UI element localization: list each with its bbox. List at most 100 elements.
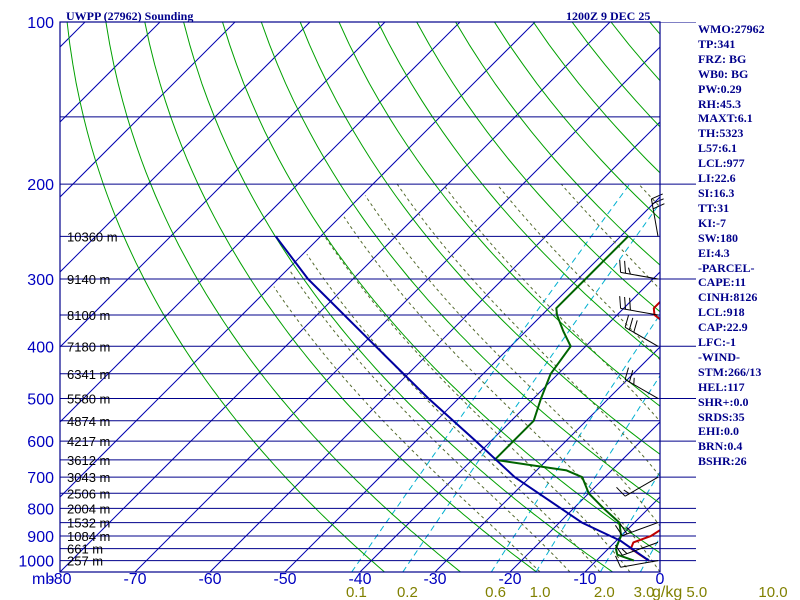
index-row: BSHR:26 <box>698 454 747 469</box>
chart-title: UWPP (27962) Sounding <box>66 9 193 23</box>
mixing-ratio-line <box>351 183 631 572</box>
wind-barb-shaft <box>624 476 659 497</box>
pressure-tick-label: 600 <box>27 434 54 451</box>
height-label: 8100 m <box>67 308 110 323</box>
chart-datetime: 1200Z 9 DEC 25 <box>566 9 650 23</box>
pressure-tick-label: 1000 <box>18 554 54 571</box>
sounding-series <box>274 235 660 562</box>
temperature-line <box>629 300 660 562</box>
wind-barb <box>614 522 659 537</box>
wind-barb-shaft <box>624 379 659 399</box>
dry-adiabat-line <box>66 22 385 572</box>
height-label: 1532 m <box>67 516 110 531</box>
temperature-tick-label: -50 <box>273 571 296 588</box>
wind-barb-flag <box>619 259 622 273</box>
dry-adiabat-line <box>455 22 660 266</box>
indices-panel: WMO:27962 TP:341 FRZ: BG WB0: BG PW:0.29 RH:4… <box>698 22 798 469</box>
temperature-tick-label: -40 <box>348 571 371 588</box>
dewpoint-line <box>493 235 635 562</box>
wind-barb-flag <box>624 367 629 380</box>
mixing-ratio-lines <box>351 183 660 572</box>
wind-barb-flag <box>628 369 634 383</box>
temperature-tick-label: -10 <box>573 571 596 588</box>
temperature-tick-label: -70 <box>123 571 146 588</box>
wind-barb <box>615 555 659 568</box>
mixing-ratio-tick-label: 3.0 <box>634 584 655 600</box>
dry-adiabat-line <box>105 22 461 572</box>
index-row: L57:6.1 <box>698 141 737 156</box>
index-row: SHR+:0.0 <box>698 394 749 409</box>
index-row: RH:45.3 <box>698 96 741 111</box>
pressure-tick-label: 700 <box>27 470 54 487</box>
mixing-ratio-tick-label: 0.1 <box>346 584 367 600</box>
mixing-ratio-tick-label: 5.0 <box>686 584 707 600</box>
height-label: 4217 m <box>67 434 110 449</box>
dry-adiabat-line <box>338 22 660 407</box>
moist-adiabat-line <box>343 216 660 572</box>
height-label: 3043 m <box>67 470 110 485</box>
isotherm-line <box>60 22 536 498</box>
isotherm-line <box>209 121 660 572</box>
index-row: LFC:-1 <box>698 335 736 350</box>
pressure-tick-label: 200 <box>27 177 54 194</box>
parcel-line <box>274 235 650 562</box>
mixing-ratio-tick-label: 1.0 <box>530 584 551 600</box>
wind-barb <box>650 193 665 237</box>
wind-barb <box>624 315 659 347</box>
height-labels: 10360 m 9140 m 8100 m 7180 m 6341 m 5580 m 487… <box>67 229 118 568</box>
index-row: HEL:117 <box>698 379 745 394</box>
isotherm-line <box>60 22 386 348</box>
dry-adiabat-line <box>222 22 660 554</box>
wind-barb-flag <box>624 315 629 328</box>
wind-barb-shaft <box>622 541 659 556</box>
wind-barb-flag <box>614 544 623 556</box>
index-row: CAPE:11 <box>698 275 746 290</box>
pressure-tick-label: 900 <box>27 529 54 546</box>
height-label: 3612 m <box>67 453 110 468</box>
index-row: LCL:977 <box>698 156 745 171</box>
height-label: 6341 m <box>67 367 110 382</box>
wind-barb-flag <box>614 525 623 536</box>
isotherm-line <box>359 271 660 572</box>
wind-barb-flag <box>626 527 633 533</box>
isotherm-grid <box>60 22 660 572</box>
height-label: 2506 m <box>67 486 110 501</box>
isotherm-line <box>60 22 461 423</box>
wind-barb-flag <box>652 198 664 205</box>
dry-adiabat-line <box>144 22 537 572</box>
mixing-ratio-line <box>402 202 660 572</box>
index-row: FRZ: BG <box>698 51 747 66</box>
index-row: CAP:22.9 <box>698 320 748 335</box>
pressure-tick-label: 800 <box>27 501 54 518</box>
index-row: PW:0.29 <box>698 81 742 96</box>
temperature-tick-label: -60 <box>198 571 221 588</box>
wind-barb-flag <box>628 267 631 275</box>
height-label: 2004 m <box>67 501 110 516</box>
wind-barb-shaft <box>620 307 659 316</box>
index-row: TT:31 <box>698 200 730 215</box>
wind-barb-flag <box>615 555 622 568</box>
temperature-tick-label: 0 <box>656 571 665 588</box>
index-row: STM:266/13 <box>698 364 762 379</box>
temperature-tick-labels: -80 -70 -60 -50 -40 -30 -20 -10 0 <box>48 571 664 588</box>
pressure-tick-labels: 100 200 300 400 500 600 700 800 900 1000 <box>18 15 54 571</box>
index-row: WMO:27962 <box>698 22 765 36</box>
moist-adiabat-line <box>442 183 660 423</box>
moist-adiabats <box>273 183 660 572</box>
wind-barb <box>624 367 659 399</box>
wind-barb-flag <box>624 296 626 310</box>
index-row: LCL:918 <box>698 305 745 320</box>
index-row: -WIND- <box>698 349 740 364</box>
index-row: LI:22.6 <box>698 171 736 186</box>
mixing-unit-label: g/kg <box>652 584 682 600</box>
temperature-tick-label: -80 <box>48 571 71 588</box>
mixing-ratio-line <box>535 374 660 572</box>
wind-barb-shaft <box>622 522 659 537</box>
wind-barb-shaft <box>650 198 659 237</box>
plot-background <box>60 22 660 572</box>
index-row: -PARCEL- <box>698 260 755 275</box>
wind-barb <box>614 541 659 556</box>
isotherm-line <box>284 196 660 572</box>
wind-barb <box>619 259 659 280</box>
temperature-tick-label: -20 <box>498 571 521 588</box>
